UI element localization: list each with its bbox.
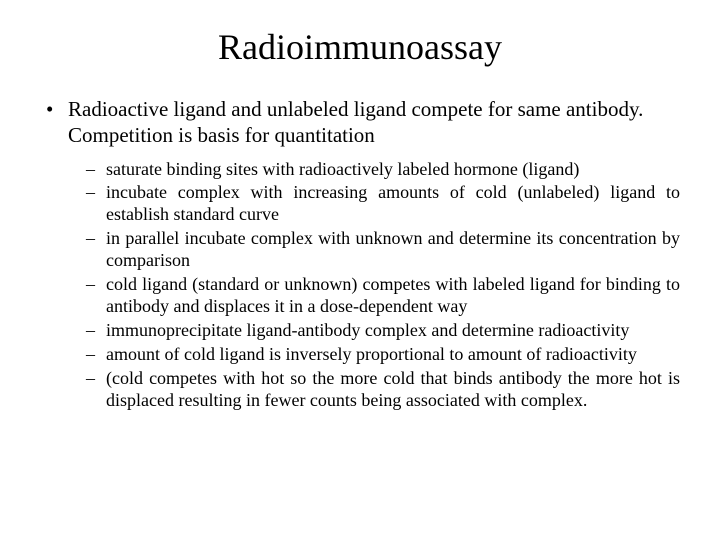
list-item: – (cold competes with hot so the more co… bbox=[86, 368, 680, 412]
dash-marker: – bbox=[86, 344, 106, 366]
dash-marker: – bbox=[86, 182, 106, 226]
bullet-text: incubate complex with increasing amounts… bbox=[106, 182, 680, 226]
list-item: – immunoprecipitate ligand-antibody comp… bbox=[86, 320, 680, 342]
bullet-text: cold ligand (standard or unknown) compet… bbox=[106, 274, 680, 318]
dash-marker: – bbox=[86, 368, 106, 412]
list-item: – saturate binding sites with radioactiv… bbox=[86, 159, 680, 181]
dash-marker: – bbox=[86, 159, 106, 181]
bullet-text: in parallel incubate complex with unknow… bbox=[106, 228, 680, 272]
dash-marker: – bbox=[86, 274, 106, 318]
list-item: – amount of cold ligand is inversely pro… bbox=[86, 344, 680, 366]
bullet-list-level1: • Radioactive ligand and unlabeled ligan… bbox=[40, 96, 680, 149]
bullet-text: saturate binding sites with radioactivel… bbox=[106, 159, 680, 181]
bullet-marker: • bbox=[40, 96, 68, 149]
slide-title: Radioimmunoassay bbox=[40, 26, 680, 68]
list-item: • Radioactive ligand and unlabeled ligan… bbox=[40, 96, 680, 149]
dash-marker: – bbox=[86, 320, 106, 342]
list-item: – in parallel incubate complex with unkn… bbox=[86, 228, 680, 272]
list-item: – cold ligand (standard or unknown) comp… bbox=[86, 274, 680, 318]
bullet-text: immunoprecipitate ligand-antibody comple… bbox=[106, 320, 680, 342]
bullet-text: amount of cold ligand is inversely propo… bbox=[106, 344, 680, 366]
bullet-list-level2: – saturate binding sites with radioactiv… bbox=[40, 159, 680, 412]
list-item: – incubate complex with increasing amoun… bbox=[86, 182, 680, 226]
bullet-text: Radioactive ligand and unlabeled ligand … bbox=[68, 96, 680, 149]
dash-marker: – bbox=[86, 228, 106, 272]
bullet-text: (cold competes with hot so the more cold… bbox=[106, 368, 680, 412]
